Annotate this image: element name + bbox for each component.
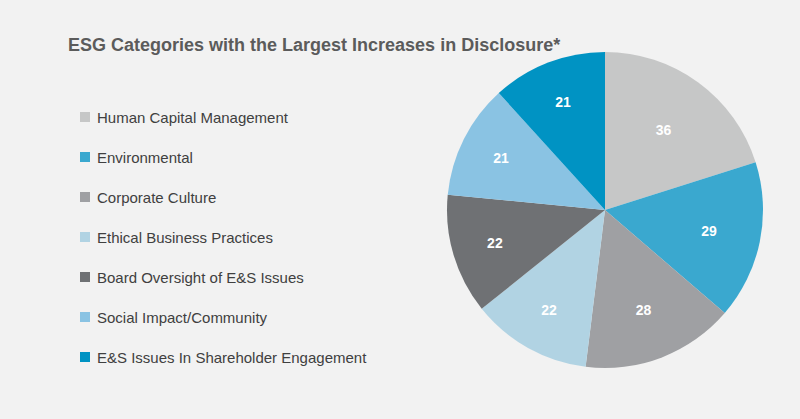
svg-text:22: 22: [487, 235, 503, 251]
svg-text:29: 29: [701, 223, 717, 239]
svg-text:36: 36: [656, 122, 672, 138]
svg-text:Board Oversight of E&S Issues: Board Oversight of E&S Issues: [97, 269, 304, 286]
svg-text:Environmental: Environmental: [97, 149, 193, 166]
svg-text:Social Impact/Community: Social Impact/Community: [97, 309, 268, 326]
svg-text:E&S Issues In Shareholder Enga: E&S Issues In Shareholder Engagement: [97, 349, 367, 366]
svg-text:21: 21: [555, 94, 571, 110]
svg-text:Corporate Culture: Corporate Culture: [97, 189, 216, 206]
svg-text:21: 21: [493, 150, 509, 166]
svg-text:28: 28: [636, 302, 652, 318]
svg-text:ESG Categories with the Larges: ESG Categories with the Largest Increase…: [68, 35, 560, 55]
svg-text:Human Capital Management: Human Capital Management: [97, 109, 289, 126]
svg-text:22: 22: [541, 302, 557, 318]
svg-text:Ethical Business Practices: Ethical Business Practices: [97, 229, 273, 246]
